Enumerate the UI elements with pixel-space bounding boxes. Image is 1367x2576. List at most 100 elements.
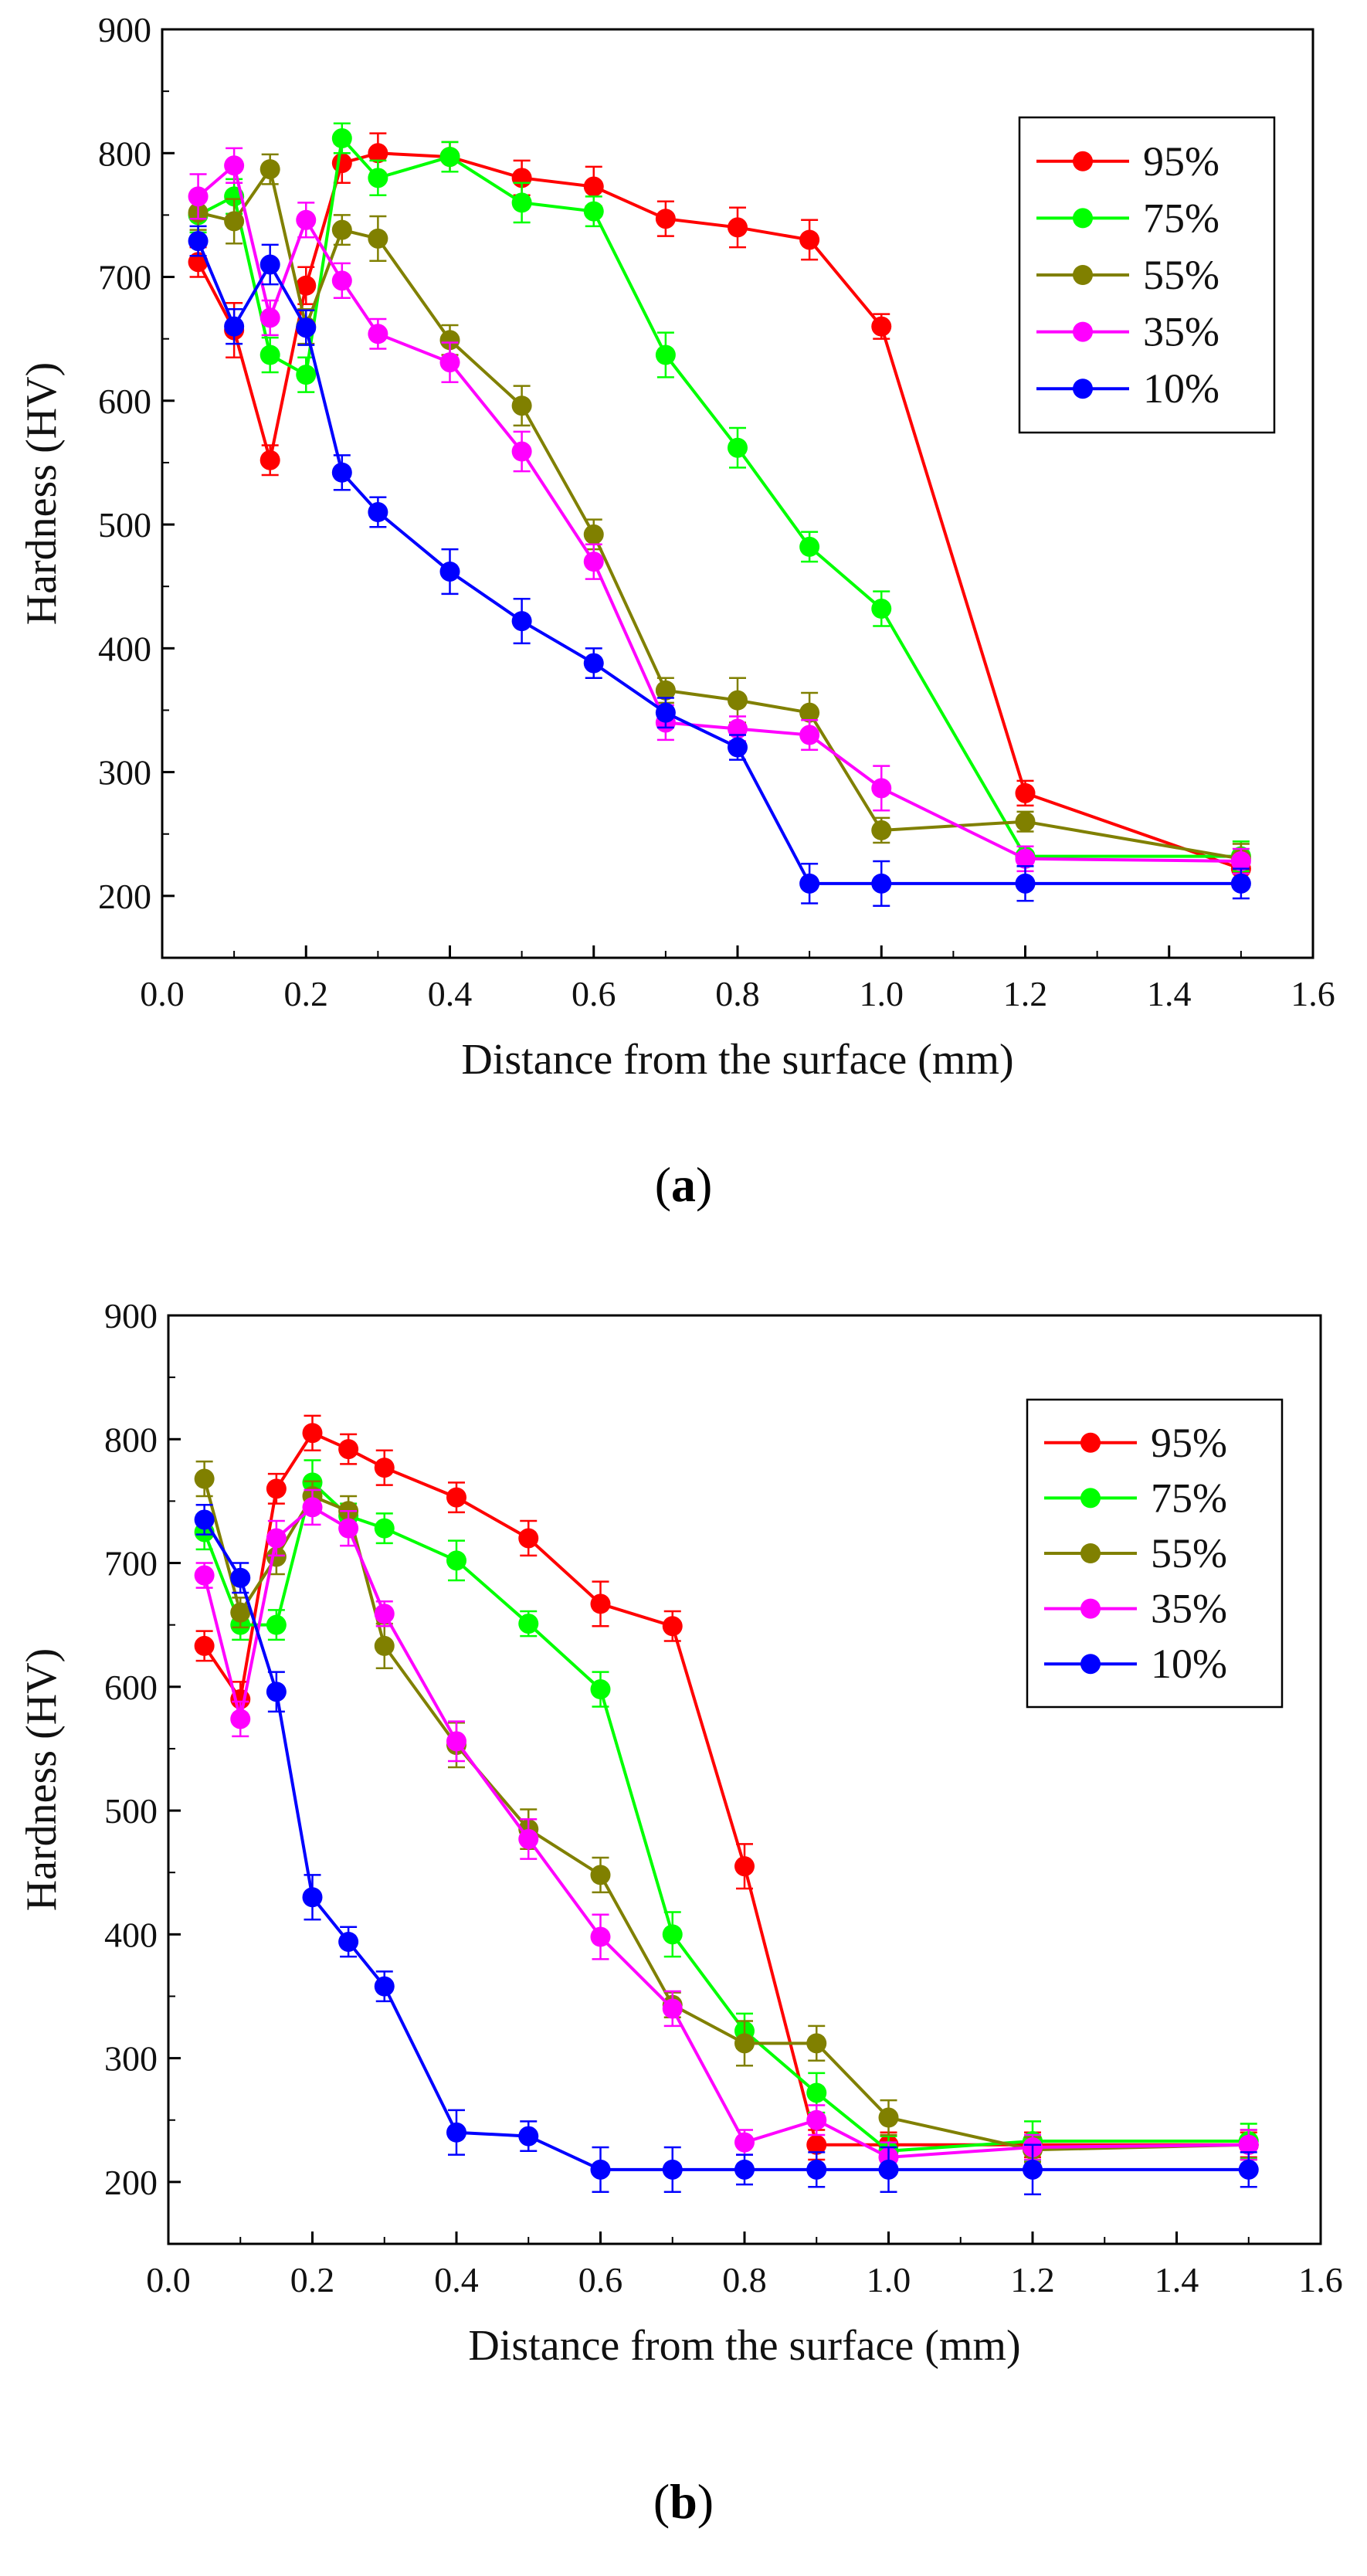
data-point (799, 873, 820, 894)
x-axis-label: Distance from the surface (mm) (461, 1036, 1013, 1084)
data-point (331, 219, 352, 240)
data-point (331, 270, 352, 291)
data-point (734, 2033, 755, 2054)
x-tick-label: 0.6 (572, 974, 616, 1013)
data-point (338, 1518, 359, 1539)
chart-panel-a: 0.0 0.2 0.4 0.6 0.8 1.0 1.2 1.4 1.6 200 300 400 500 6… (0, 0, 1367, 1282)
data-point (590, 1865, 611, 1885)
data-point (511, 395, 532, 416)
legend-entry: 10% (1044, 1641, 1227, 1687)
legend-label: 55% (1143, 252, 1219, 298)
x-tick-label: 1.6 (1298, 2260, 1343, 2299)
data-point (446, 2122, 466, 2143)
legend: 95% 75% 55% 35% 10% (1018, 116, 1276, 434)
legend-entry: 75% (1036, 195, 1219, 241)
x-tick-label: 1.4 (1147, 974, 1192, 1013)
data-point (728, 217, 748, 238)
data-point (799, 725, 820, 745)
data-point (583, 524, 604, 545)
data-point (518, 1528, 539, 1549)
y-axis-label: Hardness (HV) (18, 362, 66, 626)
x-tick-label: 0.0 (146, 2260, 191, 2299)
y-tick-label: 500 (98, 505, 151, 545)
data-point (374, 1976, 395, 1997)
x-tick-label: 1.2 (1003, 974, 1048, 1013)
series-10pct (194, 1503, 1259, 2196)
legend-entry: 55% (1036, 252, 1219, 298)
data-point (662, 1998, 683, 2019)
data-point (296, 365, 317, 385)
data-point (439, 352, 460, 373)
data-point (806, 2134, 827, 2155)
legend-swatch-marker (1073, 321, 1093, 342)
y-tick-label: 600 (104, 1668, 158, 1707)
data-point (799, 229, 820, 250)
legend-label: 75% (1151, 1475, 1227, 1521)
legend-swatch-marker (1080, 1654, 1101, 1675)
data-point (728, 737, 748, 758)
data-point (662, 2159, 683, 2180)
data-point (224, 155, 245, 176)
x-tick-label: 0.2 (284, 974, 329, 1013)
data-point (446, 1487, 466, 1508)
legend-label: 35% (1143, 309, 1219, 355)
data-point (368, 143, 388, 164)
data-point (296, 317, 317, 338)
data-point (338, 1931, 359, 1952)
legend-swatch-marker (1080, 1598, 1101, 1619)
chart-panel-b: 0.0 0.2 0.4 0.6 0.8 1.0 1.2 1.4 1.6 200 300 400 500 6… (0, 1286, 1367, 2568)
data-point (188, 252, 209, 273)
data-point (439, 147, 460, 168)
data-point (266, 1614, 287, 1635)
legend-entry: 95% (1044, 1420, 1227, 1466)
data-point (439, 330, 460, 351)
data-point (871, 599, 892, 619)
data-point (590, 1679, 611, 1700)
data-point (259, 344, 280, 365)
data-point (439, 561, 460, 582)
data-point (1238, 2159, 1259, 2180)
legend-entry: 75% (1044, 1475, 1227, 1521)
data-point (583, 201, 604, 222)
legend: 95% 75% 55% 35% 10% (1026, 1398, 1284, 1709)
data-point (799, 536, 820, 557)
y-tick-label: 400 (98, 629, 151, 668)
data-point (266, 1478, 287, 1499)
data-point (1230, 873, 1251, 894)
legend-entry: 10% (1036, 365, 1219, 412)
legend-entry: 35% (1036, 309, 1219, 355)
data-point (259, 307, 280, 328)
x-tick-label: 1.0 (860, 974, 904, 1013)
data-point (590, 1926, 611, 1947)
legend-swatch-marker (1080, 1488, 1101, 1509)
data-point (806, 2109, 827, 2130)
data-point (655, 702, 676, 723)
y-tick-label: 500 (104, 1791, 158, 1831)
data-point (331, 153, 352, 174)
data-point (806, 2159, 827, 2180)
data-point (194, 1468, 215, 1489)
legend-swatch-marker (1080, 1432, 1101, 1453)
legend-label: 35% (1151, 1586, 1227, 1632)
data-point (662, 1924, 683, 1945)
data-point (194, 1565, 215, 1586)
hardness-chart-b: 0.0 0.2 0.4 0.6 0.8 1.0 1.2 1.4 1.6 200 300 400 500 6… (18, 1296, 1343, 2529)
data-point (662, 1616, 683, 1637)
data-point (224, 211, 245, 232)
legend-swatch-marker (1073, 378, 1093, 399)
data-point (655, 680, 676, 701)
x-tick-label: 0.2 (290, 2260, 335, 2299)
data-point (734, 1856, 755, 1877)
data-point (368, 324, 388, 344)
legend-swatch-marker (1073, 208, 1093, 229)
data-point (583, 653, 604, 674)
data-point (1238, 2134, 1259, 2155)
legend-entry: 35% (1044, 1586, 1227, 1632)
data-point (230, 1567, 251, 1588)
data-point (1015, 782, 1036, 803)
data-point (518, 1828, 539, 1849)
data-point (296, 275, 317, 296)
data-point (799, 702, 820, 723)
y-tick-label: 800 (98, 134, 151, 173)
x-tick-label: 0.4 (428, 974, 473, 1013)
